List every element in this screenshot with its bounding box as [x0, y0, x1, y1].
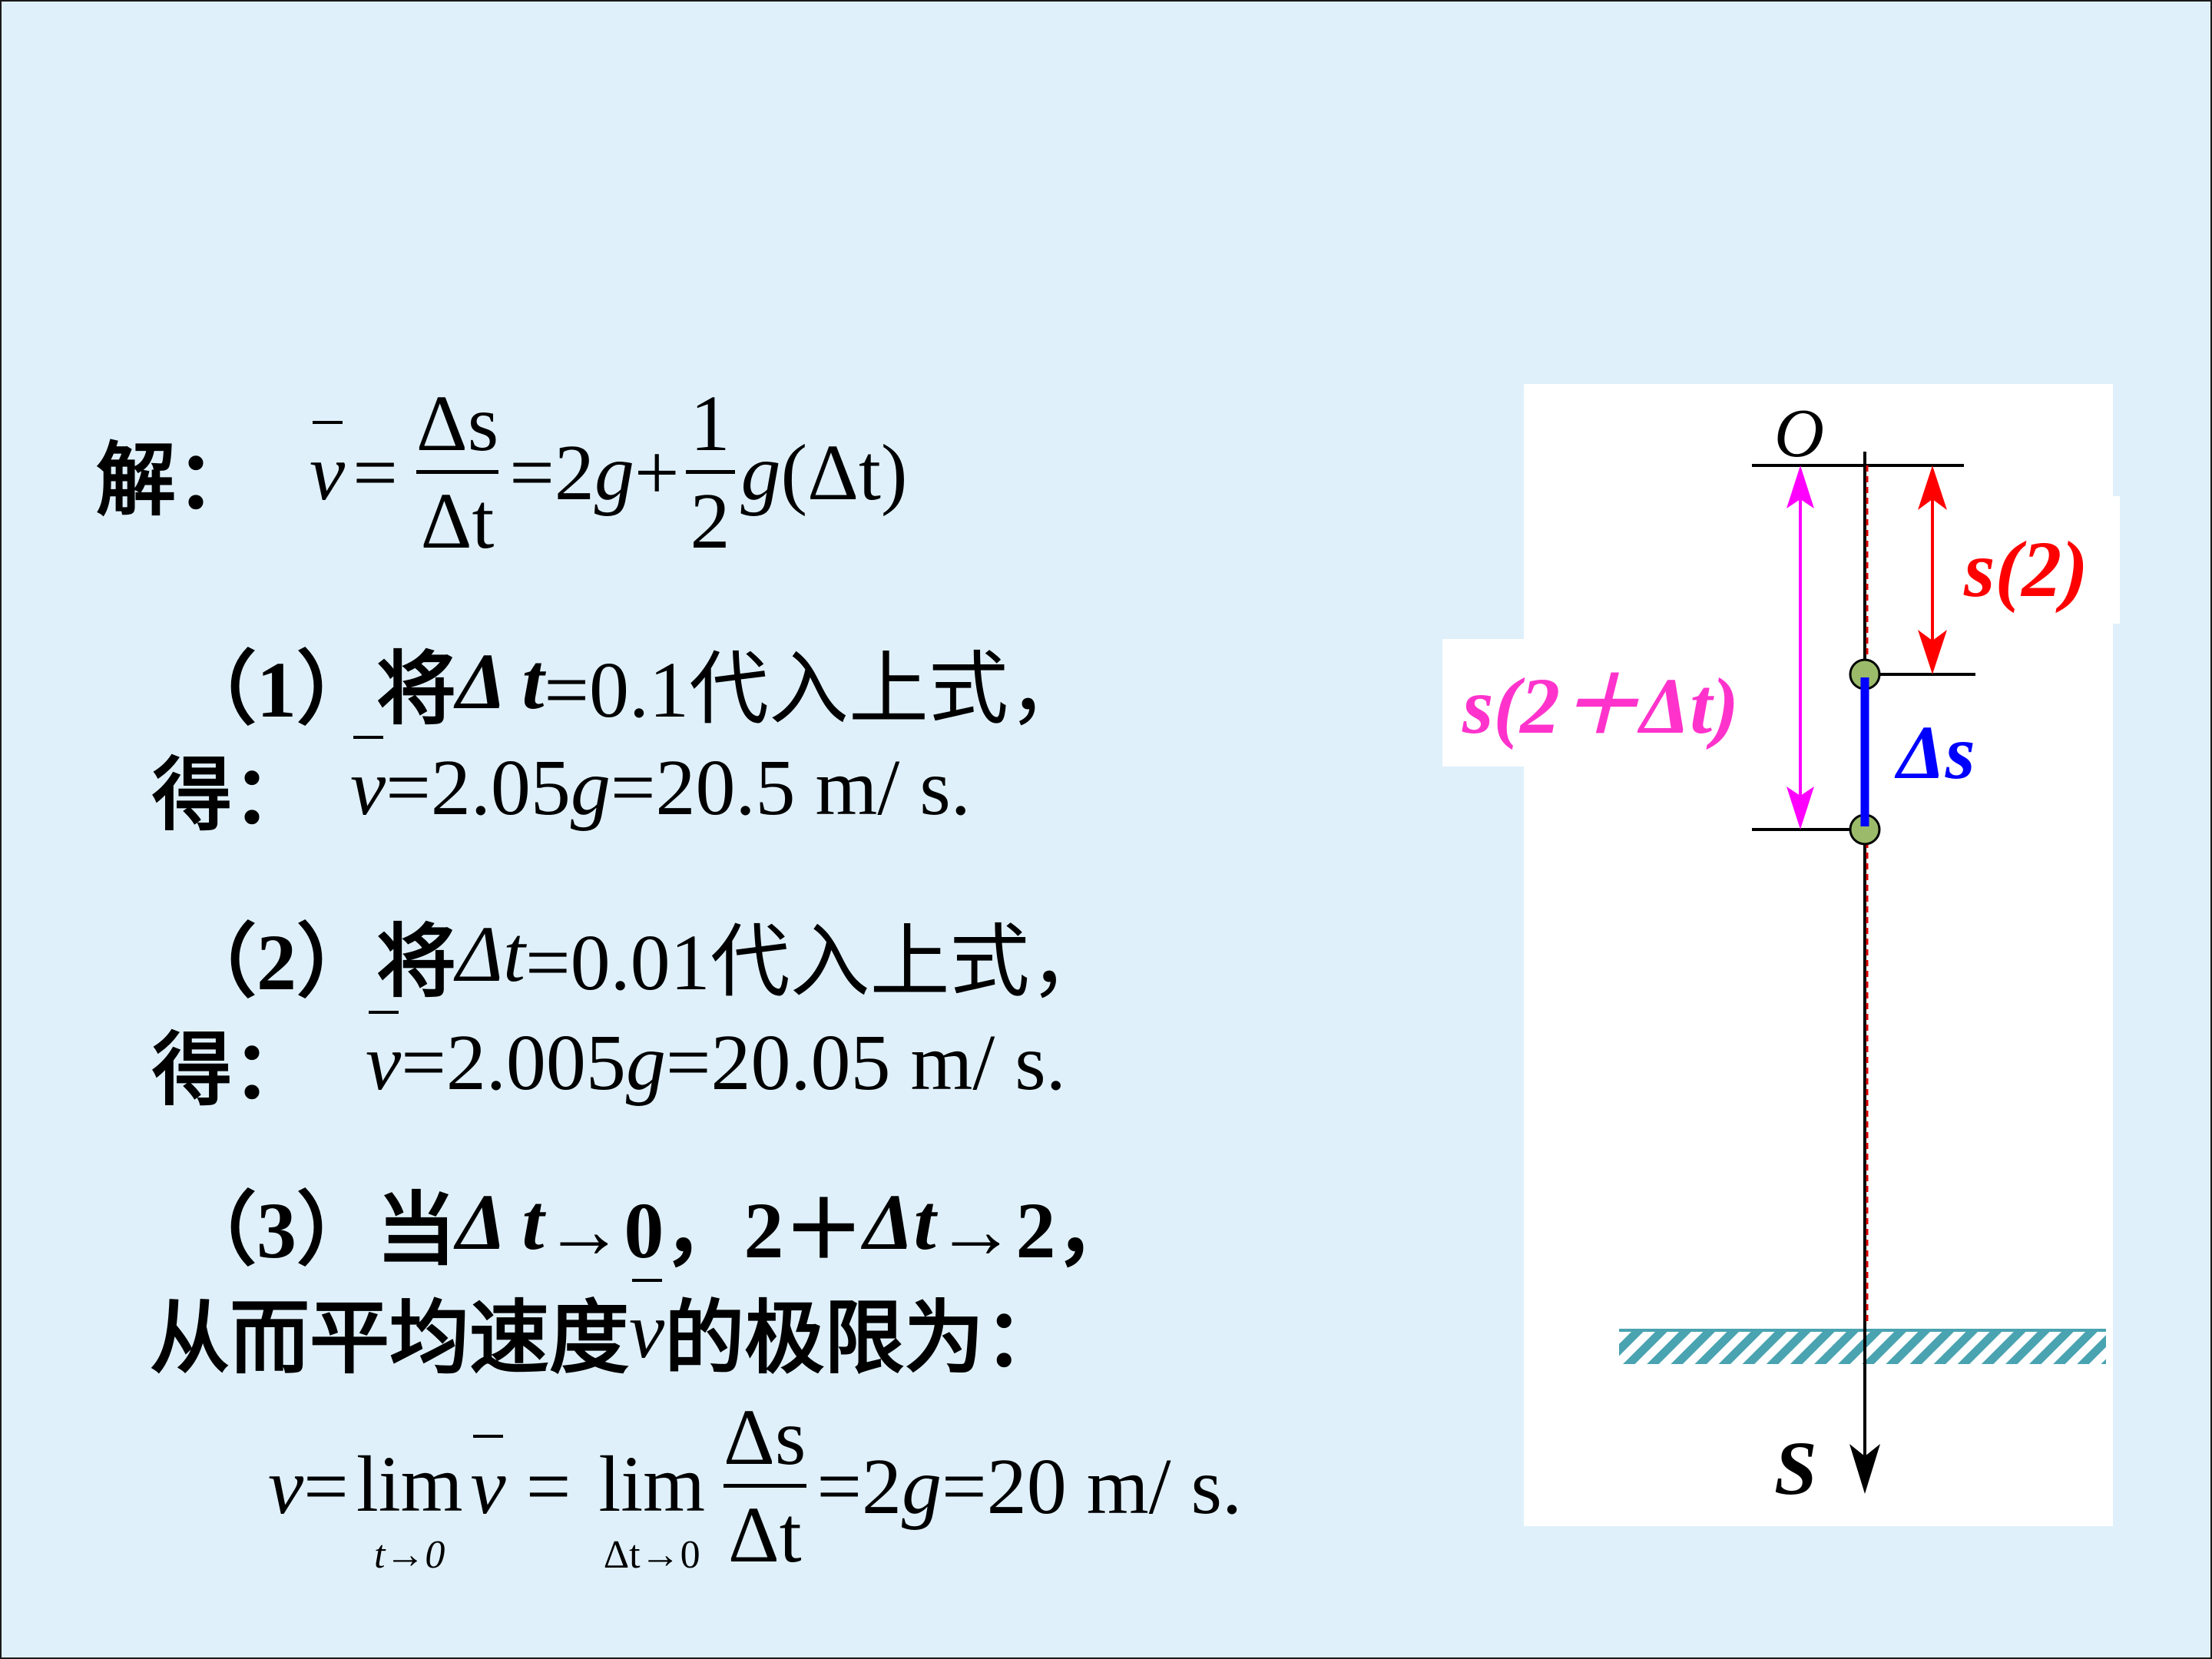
result-label: 得：	[152, 752, 313, 840]
term: =2	[509, 429, 594, 517]
label-background	[1442, 639, 1527, 767]
term: =20.05 m/ s.	[665, 1018, 1066, 1107]
equals: =	[505, 1442, 591, 1531]
limit-2: lim Δt→0	[598, 1399, 705, 1575]
lim: lim	[356, 1439, 463, 1528]
g: g	[570, 743, 611, 832]
part-text: 的极限为：	[664, 1295, 1065, 1383]
equals: =	[303, 1442, 349, 1531]
part-text: 从而平均速度	[150, 1295, 630, 1383]
lim: lim	[598, 1439, 706, 1528]
s2-label: s(2)	[1964, 525, 2088, 614]
s-axis-label: S	[1774, 1426, 1817, 1511]
delta-t: Δ t	[456, 1178, 545, 1267]
delta-s-label: Δs	[1897, 710, 1975, 795]
numerator: Δs	[416, 379, 499, 468]
limit-formula: v = lim t→0 v = lim Δt→0 Δs Δt =2 g =20 …	[268, 1398, 1242, 1575]
part2-line1: （2）将 Δt =0.01代入上式，	[177, 896, 1110, 1012]
g: g	[740, 429, 781, 517]
term: =20.5 m/ s.	[610, 743, 971, 832]
part-prefix: （2）将	[177, 919, 457, 1007]
delta-t: Δt	[456, 910, 525, 998]
v-bar: v	[350, 735, 386, 832]
denominator: Δt	[723, 1484, 806, 1575]
s2dt-arrowhead-down	[1786, 786, 1814, 830]
solution-label: 解：	[96, 437, 257, 525]
result-label: 得：	[152, 1027, 313, 1115]
s2dt-label: s(2＋Δt)	[1462, 662, 1739, 750]
v-bar: v	[629, 1278, 665, 1375]
term: =20 m/ s.	[942, 1442, 1242, 1531]
part3-line2: 从而平均速度 v 的极限为：	[150, 1273, 1064, 1389]
ground-hatch	[1619, 1330, 2106, 1364]
label-background	[2112, 496, 2120, 624]
part-prefix: （1）将	[177, 646, 457, 734]
denominator: 2	[685, 470, 735, 561]
delta-t: Δ t	[456, 637, 545, 726]
numerator: Δs	[724, 1393, 806, 1482]
term: =2.05	[386, 743, 571, 832]
term: =2	[816, 1442, 902, 1531]
fraction-ds-dt: Δs Δt	[719, 1398, 810, 1575]
term: →2，	[935, 1187, 1136, 1275]
fraction-ds-dt: Δs Δt	[412, 384, 503, 561]
part1-line1: （1）将 Δ t =0.1代入上式，	[177, 624, 1088, 740]
denominator: Δt	[416, 470, 499, 561]
limit-subscript: Δt→0	[603, 1532, 700, 1577]
part-prefix: （3）当	[177, 1187, 457, 1275]
equals: =	[353, 429, 398, 517]
origin-label: O	[1774, 396, 1824, 472]
part1-line2: 得： v =2.05 g =20.5 m/ s.	[152, 730, 971, 846]
part-text: =0.1代入上式，	[544, 646, 1089, 734]
numerator: 1	[690, 379, 730, 468]
v-bar: v	[310, 420, 346, 517]
solution-formula: 解： v = Δs Δt =2 g + 1 2 g (Δt)	[96, 384, 908, 561]
term: =2.005	[401, 1018, 626, 1107]
v-bar: v	[470, 1434, 506, 1531]
s2dt-arrowhead-up	[1786, 465, 1814, 508]
limit-subscript: t→0	[373, 1532, 445, 1577]
g: g	[594, 429, 634, 517]
g: g	[902, 1442, 942, 1531]
part2-line2: 得： v =2.005 g =20.05 m/ s.	[152, 1005, 1066, 1121]
part3-line1: （3）当 Δ t →0，2＋ Δt →2，	[177, 1164, 1136, 1280]
part-text: =0.01代入上式，	[525, 919, 1110, 1007]
v: v	[268, 1442, 304, 1531]
g: g	[625, 1018, 666, 1107]
s2-arrowhead-down	[1918, 630, 1947, 674]
s2-arrowhead-up	[1918, 465, 1947, 510]
limit-1: lim t→0	[356, 1399, 463, 1575]
delta-t: Δt	[863, 1178, 936, 1267]
fraction-half: 1 2	[685, 379, 735, 561]
s-axis-arrowhead	[1849, 1444, 1880, 1494]
plus: +	[634, 429, 680, 517]
v-bar: v	[366, 1010, 402, 1107]
term: (Δt)	[780, 429, 908, 517]
term: →0，2＋	[544, 1187, 864, 1275]
